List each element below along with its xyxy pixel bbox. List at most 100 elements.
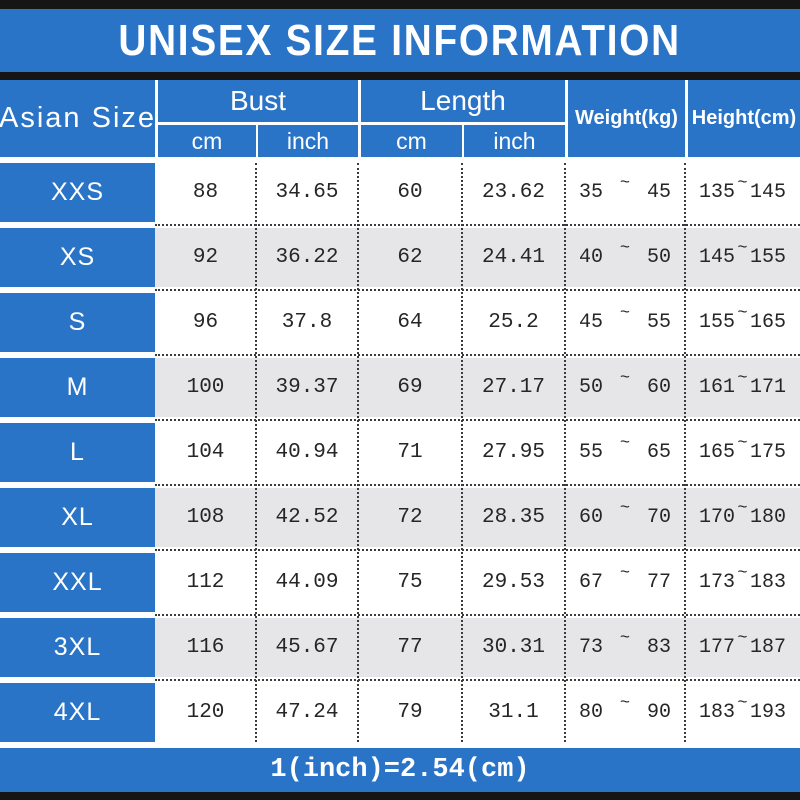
height-range: 173 ~183 (685, 553, 800, 612)
tilde-glyph: ~ (619, 564, 631, 583)
length-cm-value: 60 (397, 181, 423, 204)
row-separator (0, 547, 800, 553)
bust-cm-value: 120 (186, 701, 225, 724)
height-min-value: 155 (699, 311, 736, 334)
tilde-glyph: ~ (737, 694, 748, 713)
weight-range: 55 ~65 (565, 423, 685, 482)
size-label: XXL (0, 553, 155, 612)
column-divider (255, 163, 257, 742)
weight-min-value: 55 (579, 441, 604, 464)
header-bust-inch: inch (256, 122, 358, 157)
row-separator (0, 612, 800, 618)
height-max-value: 187 (749, 636, 786, 659)
length-cm-value: 77 (397, 636, 423, 659)
size-label: S (0, 293, 155, 352)
size-label: L (0, 423, 155, 482)
header-gap (0, 157, 800, 163)
height-max-value: 180 (749, 506, 786, 529)
table-row-xl: XL 108 42.52 72 28.35 60 ~70 170 ~180 (0, 488, 800, 547)
dotted-line (155, 679, 800, 681)
table-header: Asian Size Bust Length cm inch cm inch W… (0, 80, 800, 157)
length-inch-value: 27.95 (481, 441, 545, 464)
header-bust: Bust (155, 80, 358, 122)
size-label: XXS (0, 163, 155, 222)
bust-inch-value: 37.8 (281, 311, 333, 334)
bust-inch-value: 42.52 (275, 506, 339, 529)
height-min-value: 135 (699, 181, 736, 204)
title-banner: UNISEX SIZE INFORMATION (0, 9, 800, 72)
column-divider (684, 163, 686, 742)
weight-max-value: 60 (646, 376, 671, 399)
bust-cm-value: 100 (186, 376, 225, 399)
tilde-glyph: ~ (737, 369, 748, 388)
length-cm-value: 72 (397, 506, 423, 529)
tilde-glyph: ~ (737, 564, 748, 583)
header-length: Length (358, 80, 565, 122)
bust-inch-value: 44.09 (275, 571, 339, 594)
weight-range: 73 ~83 (565, 618, 685, 677)
tilde-glyph: ~ (619, 174, 631, 193)
tilde-glyph: ~ (619, 694, 631, 713)
tilde-glyph: ~ (737, 304, 748, 323)
banner-divider (0, 72, 800, 80)
header-length-cm: cm (358, 122, 462, 157)
column-divider (564, 163, 566, 742)
table-row-m: M 100 39.37 69 27.17 50 ~60 161 ~171 (0, 358, 800, 417)
table-row-4xl: 4XL 120 47.24 79 31.1 80 ~90 183 ~193 (0, 683, 800, 742)
dotted-line (155, 289, 800, 291)
weight-range: 40 ~50 (565, 228, 685, 287)
dotted-line (155, 549, 800, 551)
bust-cm-value: 92 (192, 246, 219, 269)
bust-inch-value: 45.67 (275, 636, 339, 659)
height-min-value: 161 (699, 376, 736, 399)
height-range: 145 ~155 (685, 228, 800, 287)
length-cm-value: 79 (397, 701, 423, 724)
height-max-value: 193 (749, 701, 786, 724)
header-length-inch: inch (462, 122, 565, 157)
tilde-glyph: ~ (737, 174, 748, 193)
height-range: 177 ~187 (685, 618, 800, 677)
header-bust-cm: cm (155, 122, 256, 157)
weight-max-value: 70 (646, 506, 671, 529)
length-inch-value: 25.2 (488, 311, 539, 334)
row-separator (0, 222, 800, 228)
bust-inch-value: 34.65 (275, 181, 339, 204)
weight-max-value: 83 (646, 636, 671, 659)
height-max-value: 175 (749, 441, 786, 464)
height-max-value: 155 (749, 246, 786, 269)
row-separator (0, 417, 800, 423)
dotted-line (155, 224, 800, 226)
size-label: 3XL (0, 618, 155, 677)
height-max-value: 145 (749, 181, 786, 204)
dotted-line (155, 354, 800, 356)
size-label: M (0, 358, 155, 417)
height-min-value: 177 (699, 636, 736, 659)
column-divider (357, 163, 359, 742)
weight-range: 45 ~55 (565, 293, 685, 352)
size-label: 4XL (0, 683, 155, 742)
weight-max-value: 65 (646, 441, 671, 464)
weight-range: 80 ~90 (565, 683, 685, 742)
bottom-border-bar (0, 792, 800, 800)
bust-inch-value: 40.94 (275, 441, 339, 464)
table-row-s: S 96 37.8 64 25.2 45 ~55 155 ~165 (0, 293, 800, 352)
weight-min-value: 73 (579, 636, 604, 659)
tilde-glyph: ~ (737, 499, 748, 518)
weight-max-value: 77 (646, 571, 671, 594)
height-min-value: 183 (699, 701, 736, 724)
length-inch-value: 31.1 (488, 701, 539, 724)
weight-max-value: 50 (646, 246, 671, 269)
bust-cm-value: 88 (192, 181, 219, 204)
page-title: UNISEX SIZE INFORMATION (118, 15, 682, 65)
weight-min-value: 50 (579, 376, 604, 399)
tilde-glyph: ~ (619, 369, 631, 388)
weight-min-value: 80 (579, 701, 604, 724)
height-min-value: 170 (699, 506, 736, 529)
tilde-glyph: ~ (737, 629, 748, 648)
length-cm-value: 69 (397, 376, 423, 399)
weight-range: 60 ~70 (565, 488, 685, 547)
bust-cm-value: 108 (186, 506, 225, 529)
header-asian-size: Asian Size (0, 102, 157, 134)
height-range: 183 ~193 (685, 683, 800, 742)
